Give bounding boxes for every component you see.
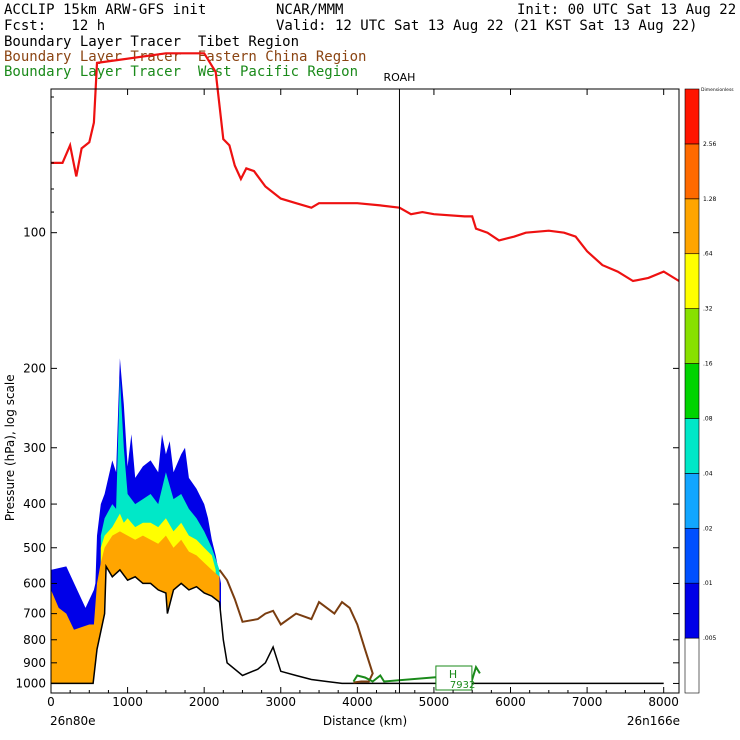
legend-tibet: Boundary Layer Tracer Tibet Region — [4, 34, 300, 50]
left-end-label: 26n80e — [50, 714, 96, 728]
colorbar-segment — [684, 198, 700, 255]
west-pacific-tracer-line — [352, 664, 481, 683]
y-tick-label: 400 — [23, 497, 46, 511]
below-terrain-mask — [51, 566, 664, 693]
y-tick-label: 100 — [23, 226, 46, 240]
eastern-china-tracer-line — [218, 569, 374, 684]
colorbar-segment — [684, 418, 700, 474]
colorbar-segment — [684, 473, 700, 529]
x-tick-label: 3000 — [265, 695, 296, 709]
y-tick-label: 500 — [23, 541, 46, 555]
right-end-label: 26n166e — [627, 714, 680, 728]
colorbar-label: .01 — [703, 580, 713, 587]
title-valid: Valid: 12 UTC Sat 13 Aug 22 (21 KST Sat … — [276, 18, 698, 34]
colorbar-label: .08 — [703, 415, 713, 422]
colorbar-label: .005 — [703, 635, 717, 642]
roah-label: ROAH — [384, 71, 416, 84]
high-marker-letter: H — [449, 668, 457, 681]
colorbar-label: .02 — [703, 525, 713, 532]
y-axis-label: Pressure (hPa), log scale — [3, 374, 17, 521]
colorbar-label: .32 — [703, 306, 713, 313]
colorbar-segment — [684, 527, 700, 584]
colorbar-label: .64 — [703, 251, 713, 258]
x-tick-label: 2000 — [189, 695, 220, 709]
title-init: Init: 00 UTC Sat 13 Aug 22 — [517, 2, 737, 18]
x-axis-ticks: 0 1000 2000 3000 4000 5000 6000 7000 8000 — [47, 89, 679, 709]
y-axis-ticks: 100 200 300 400 500 600 700 800 900 1000 — [15, 96, 679, 690]
plot-frame — [50, 88, 680, 694]
title-center: NCAR/MMM — [276, 2, 344, 18]
y-tick-label: 700 — [23, 607, 46, 621]
colorbar-label: 2.56 — [703, 141, 717, 148]
colorbar-segment — [684, 253, 700, 309]
legend-eastern-china: Boundary Layer Tracer Eastern China Regi… — [4, 49, 367, 65]
colorbar-title: Dimensionless — [701, 87, 734, 93]
colorbar-label: .16 — [703, 361, 713, 368]
tracer-fills — [51, 358, 664, 693]
y-tick-label: 900 — [23, 656, 46, 670]
title-model: ACCLIP 15km ARW-GFS init — [4, 2, 207, 18]
high-marker-box — [435, 665, 473, 691]
colorbar-segment — [684, 88, 700, 145]
title-fcst: Fcst: 12 h — [4, 18, 106, 34]
high-marker-value: 7932 — [450, 680, 475, 691]
x-tick-label: 4000 — [342, 695, 373, 709]
y-tick-label: 1000 — [15, 676, 46, 690]
x-tick-label: 1000 — [112, 695, 143, 709]
x-tick-label: 0 — [47, 695, 55, 709]
x-tick-label: 8000 — [648, 695, 679, 709]
x-tick-label: 6000 — [495, 695, 526, 709]
colorbar-segment — [684, 363, 700, 419]
tropopause-line — [51, 52, 680, 283]
colorbar-segment — [684, 637, 700, 694]
colorbar-label: 1.28 — [703, 196, 717, 203]
terrain-line — [51, 563, 664, 685]
x-axis-label: Distance (km) — [323, 714, 407, 728]
y-tick-label: 200 — [23, 361, 46, 375]
colorbar-segment — [684, 582, 700, 639]
colorbar-segment — [684, 308, 700, 364]
x-tick-label: 5000 — [419, 695, 450, 709]
colorbar: .005 .01 .02 .04 .08 .16 .32 .64 1.28 2.56 Dimensi… — [684, 87, 734, 694]
colorbar-segment — [684, 143, 700, 200]
y-tick-label: 300 — [23, 441, 46, 455]
y-tick-label: 800 — [23, 633, 46, 647]
y-tick-label: 600 — [23, 576, 46, 590]
legend-west-pacific: Boundary Layer Tracer West Pacific Regio… — [4, 64, 359, 80]
x-tick-label: 7000 — [572, 695, 603, 709]
colorbar-label: .04 — [703, 470, 713, 477]
